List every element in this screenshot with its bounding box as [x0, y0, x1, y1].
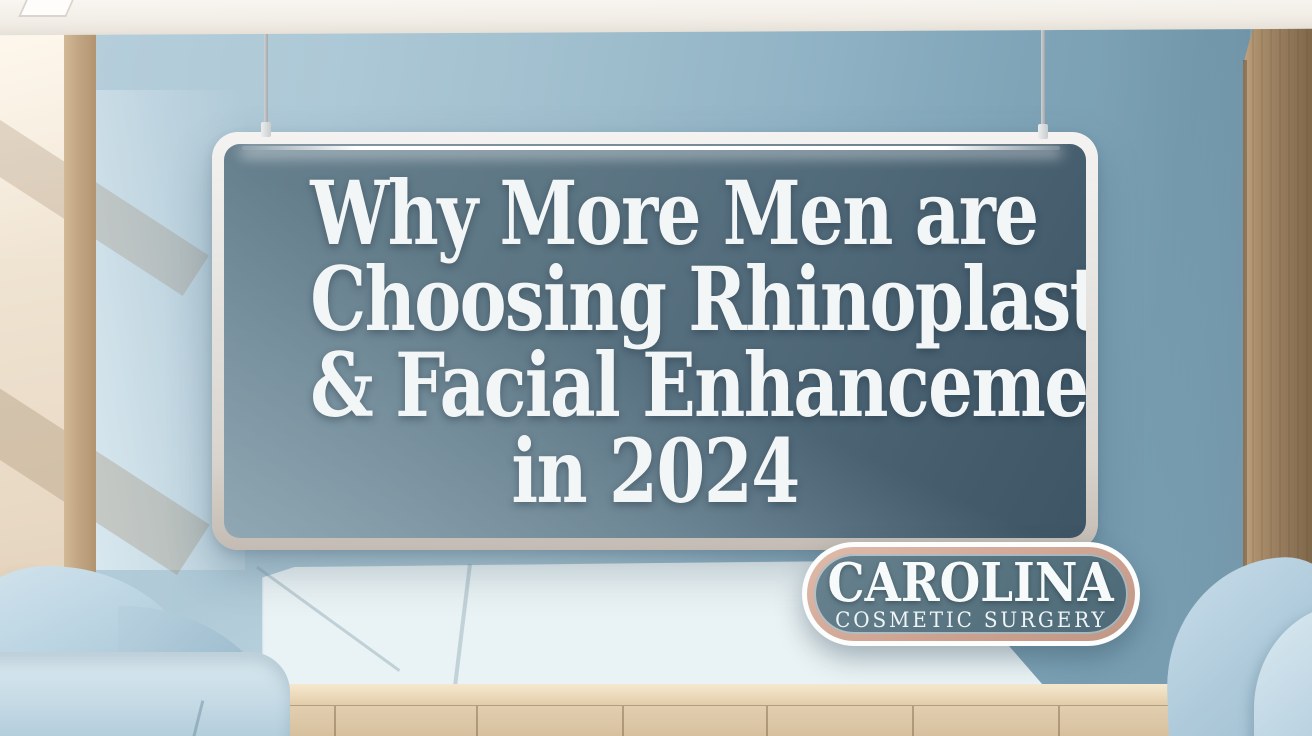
cabinet-seam [476, 706, 478, 736]
sideboard-top [86, 684, 1254, 706]
headline-line-2: Choosing Rhinoplasty [310, 247, 1086, 351]
hanging-rod-left [264, 12, 268, 136]
headline-line-1: Why More Men are [310, 161, 1039, 265]
cabinet-seam [622, 706, 624, 736]
headline-line-3: & Facial Enhancements [310, 333, 1086, 437]
rod-ferrule-right [1038, 124, 1048, 139]
headline-line-4: in 2024 [511, 419, 800, 523]
logo-tagline-text: COSMETIC SURGERY [834, 607, 1108, 632]
sign-panel: Why More Men are Choosing Rhinoplasty & … [224, 144, 1086, 538]
logo-badge-fill: CAROLINA COSMETIC SURGERY [814, 554, 1128, 634]
sign-led-strip [242, 146, 1060, 150]
hanging-rod-right [1041, 22, 1045, 138]
sofa-seat-cushion [0, 652, 290, 736]
cabinet-seam [912, 706, 914, 736]
cabinet-seam [334, 706, 336, 736]
cabinet-seam [1058, 706, 1060, 736]
right-wood-column-edge [1243, 60, 1247, 736]
rod-ferrule-left [261, 122, 271, 137]
hanging-sign: Why More Men are Choosing Rhinoplasty & … [212, 132, 1098, 550]
logo-badge-ring: CAROLINA COSMETIC SURGERY [807, 547, 1135, 641]
logo-badge: CAROLINA COSMETIC SURGERY [802, 542, 1140, 646]
sign-headline: Why More Men are Choosing Rhinoplasty & … [310, 161, 1086, 523]
skylight-recess [18, 0, 74, 17]
logo-brand-text: CAROLINA [827, 551, 1115, 614]
cabinet-seam [766, 706, 768, 736]
